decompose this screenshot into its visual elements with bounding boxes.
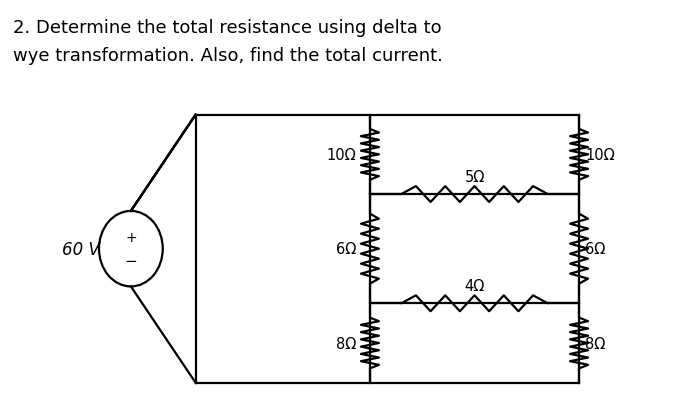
Text: 60 V: 60 V bbox=[62, 240, 100, 258]
Text: 6Ω: 6Ω bbox=[585, 241, 605, 257]
Text: −: − bbox=[124, 253, 137, 268]
Text: 8Ω: 8Ω bbox=[336, 336, 356, 350]
Text: 6Ω: 6Ω bbox=[336, 241, 356, 257]
Text: 2. Determine the total resistance using delta to: 2. Determine the total resistance using … bbox=[13, 19, 442, 37]
Text: 10Ω: 10Ω bbox=[585, 148, 614, 162]
Text: +: + bbox=[125, 230, 137, 244]
Text: 5Ω: 5Ω bbox=[464, 169, 484, 184]
Text: 4Ω: 4Ω bbox=[464, 278, 484, 293]
Text: wye transformation. Also, find the total current.: wye transformation. Also, find the total… bbox=[13, 47, 443, 65]
Text: 8Ω: 8Ω bbox=[585, 336, 605, 350]
Text: 10Ω: 10Ω bbox=[326, 148, 356, 162]
